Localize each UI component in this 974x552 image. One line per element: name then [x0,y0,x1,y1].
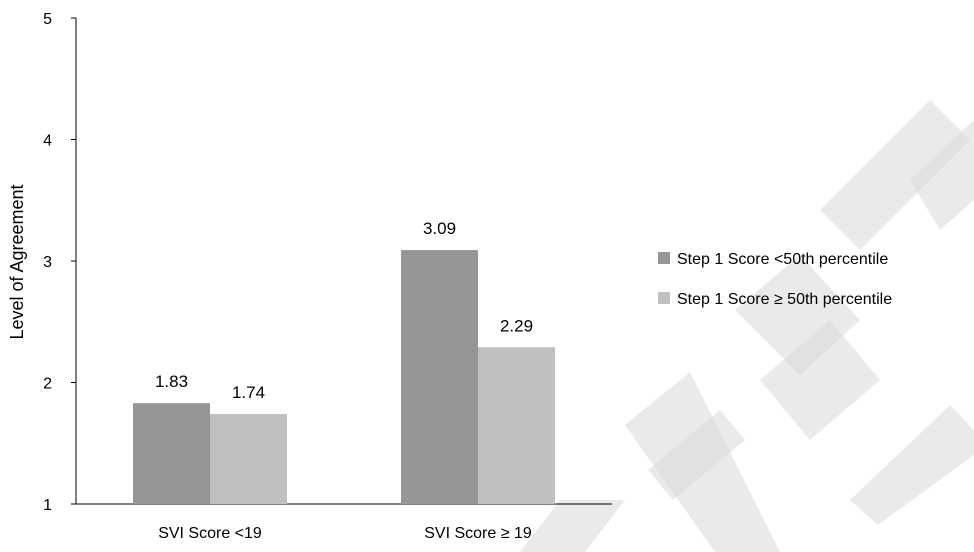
legend: Step 1 Score <50th percentile Step 1 Scor… [658,251,892,308]
watermark-shape [820,100,970,250]
data-label: 1.83 [155,372,188,391]
legend-swatch [658,292,670,304]
bar [210,414,287,504]
watermark-shape [760,320,880,440]
category-label: SVI Score <19 [158,525,262,542]
data-label: 2.29 [500,316,533,335]
y-ticks: 1 2 3 4 5 [43,11,76,514]
legend-label: Step 1 Score ≥ 50th percentile [677,291,892,308]
y-tick-label: 1 [43,497,52,514]
y-tick-label: 5 [43,11,52,28]
watermark-shape [850,405,974,525]
watermark-shape [910,120,974,230]
watermark [520,100,974,552]
bars [133,250,555,504]
data-label: 1.74 [232,383,265,402]
data-label: 3.09 [423,219,456,238]
data-labels: 1.83 1.74 3.09 2.29 [155,219,533,402]
watermark-shape [648,410,745,500]
bar [133,403,210,504]
category-labels: SVI Score <19 SVI Score ≥ 19 [158,525,532,542]
bar [478,347,555,504]
y-tick-label: 3 [43,254,52,271]
y-tick-label: 2 [43,376,52,393]
y-tick-label: 4 [43,133,52,150]
legend-swatch [658,252,670,264]
bar [401,250,478,504]
watermark-shape [520,500,625,552]
y-axis-title: Level of Agreement [7,184,27,339]
category-label: SVI Score ≥ 19 [424,525,532,542]
legend-label: Step 1 Score <50th percentile [677,251,888,268]
